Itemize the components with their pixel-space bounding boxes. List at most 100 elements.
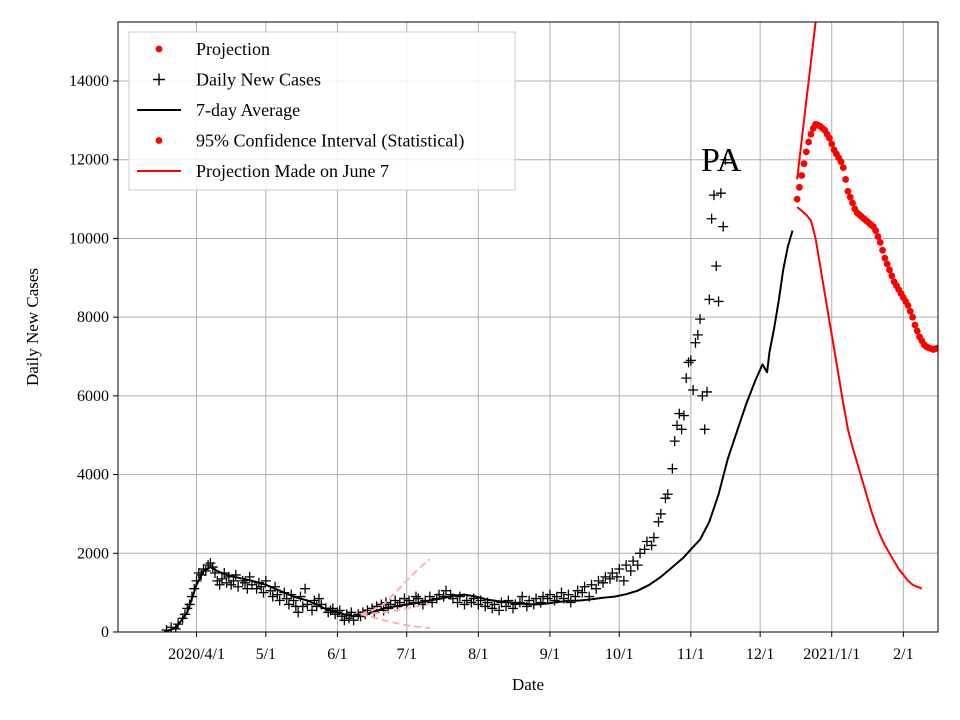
daily-case-point bbox=[715, 188, 726, 199]
projection-point bbox=[793, 195, 801, 203]
projection-point bbox=[805, 138, 813, 146]
x-tick-label: 5/1 bbox=[256, 646, 276, 663]
daily-case-point bbox=[189, 583, 200, 594]
daily-case-point bbox=[184, 599, 195, 610]
daily-case-point bbox=[348, 615, 359, 626]
daily-case-point bbox=[688, 384, 699, 395]
projection-point bbox=[883, 260, 891, 268]
daily-case-point bbox=[702, 386, 713, 397]
daily-case-point bbox=[390, 595, 401, 606]
daily-case-point bbox=[646, 540, 657, 551]
daily-case-point bbox=[584, 591, 595, 602]
daily-case-point bbox=[260, 575, 271, 586]
daily-case-point bbox=[461, 595, 472, 606]
legend-entry-daily-new-cases: Daily New Cases bbox=[153, 70, 321, 90]
daily-case-point bbox=[300, 583, 311, 594]
daily-case-point bbox=[191, 575, 202, 586]
daily-case-point bbox=[371, 601, 382, 612]
daily-case-point bbox=[237, 575, 248, 586]
projection-point bbox=[849, 199, 856, 207]
y-tick-label: 2000 bbox=[77, 545, 109, 562]
y-tick-label: 6000 bbox=[77, 388, 109, 405]
legend-dot-marker bbox=[155, 45, 163, 53]
daily-case-point bbox=[309, 595, 320, 606]
legend-label: Projection bbox=[196, 39, 270, 59]
daily-case-point bbox=[591, 583, 602, 594]
x-tick-label: 9/1 bbox=[540, 646, 560, 663]
projection-point bbox=[807, 130, 815, 138]
projection-point bbox=[879, 246, 886, 254]
daily-case-point bbox=[311, 601, 322, 612]
daily-case-point bbox=[293, 607, 304, 618]
series-95-confidence-interval-statistical bbox=[796, 206, 923, 590]
legend-entry-projection: Projection bbox=[155, 39, 270, 59]
daily-case-point bbox=[605, 573, 615, 584]
x-tick-label: 7/1 bbox=[397, 646, 417, 663]
y-tick-label: 4000 bbox=[77, 467, 109, 484]
daily-case-point bbox=[614, 564, 625, 575]
x-tick-label: 8/1 bbox=[468, 646, 488, 663]
legend-entry-projection-made-on-june-7: Projection Made on June 7 bbox=[137, 161, 389, 181]
daily-case-point bbox=[404, 595, 415, 606]
daily-case-point bbox=[240, 577, 251, 588]
daily-case-point bbox=[334, 605, 345, 616]
projection-point bbox=[826, 134, 833, 142]
daily-case-point bbox=[200, 566, 211, 576]
daily-case-point bbox=[228, 575, 239, 586]
projection-point bbox=[828, 140, 836, 148]
projection-point bbox=[844, 187, 852, 195]
x-tick-label: 10/1 bbox=[605, 646, 633, 663]
daily-case-point bbox=[593, 575, 604, 586]
daily-case-point bbox=[653, 516, 664, 527]
daily-case-point bbox=[618, 575, 629, 586]
daily-case-point bbox=[267, 591, 278, 602]
daily-case-point bbox=[678, 410, 689, 421]
legend-box bbox=[128, 31, 516, 191]
x-tick-label: 12/1 bbox=[746, 646, 774, 663]
daily-case-point bbox=[600, 571, 611, 582]
daily-case-point bbox=[475, 595, 486, 606]
daily-case-point bbox=[279, 587, 290, 598]
projection-point bbox=[909, 313, 916, 321]
daily-case-point bbox=[258, 587, 269, 598]
daily-case-point bbox=[544, 589, 555, 600]
legend-label: 7-day Average bbox=[196, 100, 300, 120]
projection-point bbox=[904, 301, 912, 309]
daily-case-point bbox=[286, 589, 297, 600]
daily-case-point bbox=[452, 597, 463, 608]
projection-point bbox=[800, 160, 808, 168]
daily-case-point bbox=[510, 599, 521, 610]
daily-case-point bbox=[313, 593, 324, 604]
legend-label: 95% Confidence Interval (Statistical) bbox=[196, 131, 464, 152]
projection-point bbox=[906, 307, 914, 315]
daily-case-point bbox=[713, 296, 724, 307]
projection-point bbox=[911, 321, 919, 329]
projection-point bbox=[802, 148, 810, 156]
daily-case-point bbox=[639, 544, 650, 555]
y-tick-label: 0 bbox=[101, 624, 109, 641]
projection-point bbox=[886, 266, 893, 274]
series-line bbox=[360, 613, 430, 630]
daily-case-point bbox=[563, 589, 574, 600]
daily-case-point bbox=[579, 581, 590, 592]
daily-case-point bbox=[207, 562, 218, 573]
series-projection-made-on-june-7-lower bbox=[360, 613, 430, 630]
series-projection bbox=[793, 120, 938, 353]
series-line bbox=[796, 22, 817, 180]
legend-label: Daily New Cases bbox=[196, 70, 321, 90]
daily-case-point bbox=[288, 595, 299, 606]
daily-case-point bbox=[295, 591, 306, 602]
daily-case-point bbox=[667, 463, 678, 474]
projection-point bbox=[846, 193, 854, 201]
daily-case-point bbox=[598, 577, 609, 588]
state-annotation: PA bbox=[701, 142, 742, 179]
daily-case-point bbox=[274, 595, 285, 606]
projection-point bbox=[798, 172, 806, 179]
daily-case-point bbox=[674, 408, 685, 419]
daily-case-point bbox=[410, 591, 421, 602]
projection-point bbox=[837, 158, 845, 166]
daily-case-point bbox=[718, 221, 729, 232]
y-axis-label: Daily New Cases bbox=[23, 268, 42, 386]
daily-case-point bbox=[565, 597, 576, 608]
daily-case-point bbox=[514, 597, 525, 608]
